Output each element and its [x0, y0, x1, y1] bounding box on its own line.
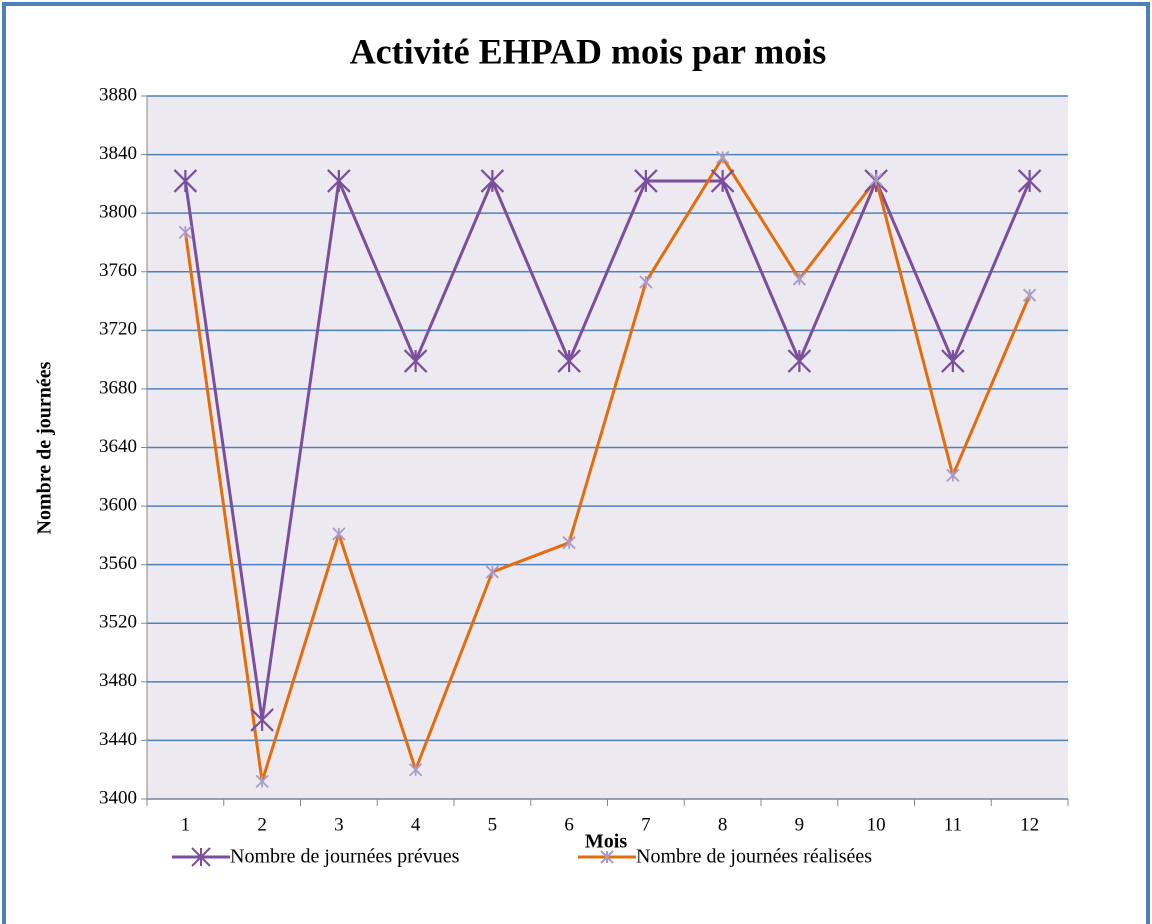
marker	[710, 169, 735, 193]
y-axis-title: Nombre de journées	[34, 361, 56, 534]
y-tick-label: 3440	[99, 729, 137, 750]
x-tick-label: 5	[488, 814, 498, 835]
y-tick-label: 3480	[99, 670, 137, 691]
chart-title: Activité EHPAD mois par mois	[350, 31, 827, 71]
x-tick-label: 8	[718, 814, 728, 835]
marker	[408, 763, 423, 777]
marker	[485, 565, 500, 579]
marker	[562, 536, 576, 550]
legend-marker	[600, 850, 614, 864]
series-line	[183, 156, 1032, 783]
series-line	[183, 179, 1032, 722]
marker	[250, 708, 274, 732]
marker	[557, 349, 581, 373]
x-tick-label: 1	[181, 814, 191, 835]
y-tick-label: 3840	[99, 143, 137, 164]
x-tick-label: 3	[334, 814, 344, 835]
x-tick-label: 10	[867, 814, 886, 835]
marker	[715, 150, 730, 165]
marker	[332, 527, 346, 541]
y-tick-label: 3720	[99, 319, 137, 340]
x-tick-label: 4	[411, 814, 421, 835]
marker	[403, 349, 428, 373]
marker	[178, 225, 193, 239]
y-tick-label: 3800	[99, 202, 137, 223]
marker	[327, 169, 351, 193]
marker	[255, 774, 269, 789]
y-tick-label: 3760	[99, 260, 137, 281]
y-tick-label: 3400	[99, 787, 137, 808]
marker	[869, 172, 883, 187]
x-tick-label: 9	[795, 814, 805, 835]
y-tick-label: 3600	[99, 494, 137, 515]
marker	[946, 468, 960, 482]
x-tick-label: 2	[257, 814, 267, 835]
x-tick-label: 11	[944, 814, 962, 835]
x-tick-label: 12	[1020, 814, 1039, 835]
marker	[639, 275, 653, 289]
marker	[787, 349, 812, 373]
legend-marker	[191, 847, 211, 867]
marker	[480, 169, 505, 193]
legend-label: Nombre de journées réalisées	[636, 846, 872, 868]
y-tick-label: 3640	[99, 436, 137, 457]
marker	[1017, 169, 1042, 193]
x-tick-label: 7	[641, 814, 651, 835]
marker	[173, 169, 198, 193]
x-axis-title: Mois	[585, 831, 627, 853]
x-tick-label: 6	[564, 814, 574, 835]
y-tick-label: 3560	[99, 553, 137, 574]
marker	[634, 169, 658, 193]
y-tick-label: 3880	[99, 84, 137, 105]
legend-label: Nombre de journées prévues	[230, 846, 460, 868]
marker	[792, 272, 807, 286]
marker	[941, 349, 965, 373]
y-tick-label: 3680	[99, 377, 137, 398]
y-tick-label: 3520	[99, 612, 137, 633]
marker	[1022, 288, 1037, 302]
